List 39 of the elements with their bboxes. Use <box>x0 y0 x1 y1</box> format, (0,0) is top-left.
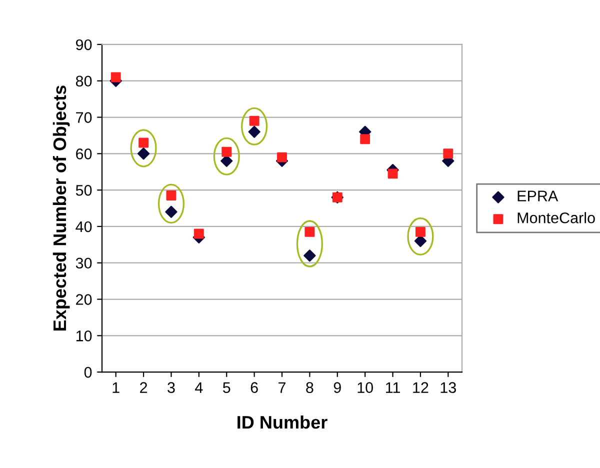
point <box>304 250 316 262</box>
x-tick-label: 4 <box>195 382 203 393</box>
x-tick-label: 6 <box>250 382 258 394</box>
x-tick-label: 12 <box>413 382 428 393</box>
x-tick-label: 5 <box>222 382 230 394</box>
y-tick-label: 90 <box>76 39 92 50</box>
x-tick-label: 3 <box>168 382 175 394</box>
x-tick-label: 8 <box>306 382 314 394</box>
point <box>110 72 121 82</box>
point <box>165 206 178 218</box>
y-tick-label: 10 <box>76 330 92 342</box>
point <box>277 152 287 162</box>
y-axis-title: Expected Number of Objects <box>52 86 70 330</box>
x-tick-label: 2 <box>140 382 148 393</box>
y-tick-label: 50 <box>76 184 92 196</box>
y-tick-label: 30 <box>76 258 92 269</box>
x-tick-label: 10 <box>358 382 373 394</box>
x-tick-label: 13 <box>440 382 456 394</box>
y-tick-label: 0 <box>84 366 92 378</box>
point <box>304 226 315 237</box>
x-tick-label: 11 <box>386 382 400 393</box>
point <box>443 148 454 159</box>
legend-label: EPRA <box>518 190 558 202</box>
y-tick-label: 80 <box>76 76 92 87</box>
point <box>388 168 398 179</box>
x-tick-label: 1 <box>112 382 120 393</box>
point <box>166 190 176 200</box>
point <box>194 228 204 239</box>
y-tick-label: 20 <box>76 294 92 305</box>
point <box>138 138 149 148</box>
point <box>249 116 260 126</box>
y-tick-label: 70 <box>76 112 92 123</box>
x-tick-label: 7 <box>278 382 286 393</box>
x-tick-label: 9 <box>334 382 341 394</box>
y-tick-label: 60 <box>76 148 92 160</box>
legend-label: MonteCarlo <box>518 212 595 224</box>
x-axis-title: ID Number <box>238 415 328 429</box>
point <box>360 134 370 144</box>
y-tick-label: 40 <box>76 221 92 232</box>
